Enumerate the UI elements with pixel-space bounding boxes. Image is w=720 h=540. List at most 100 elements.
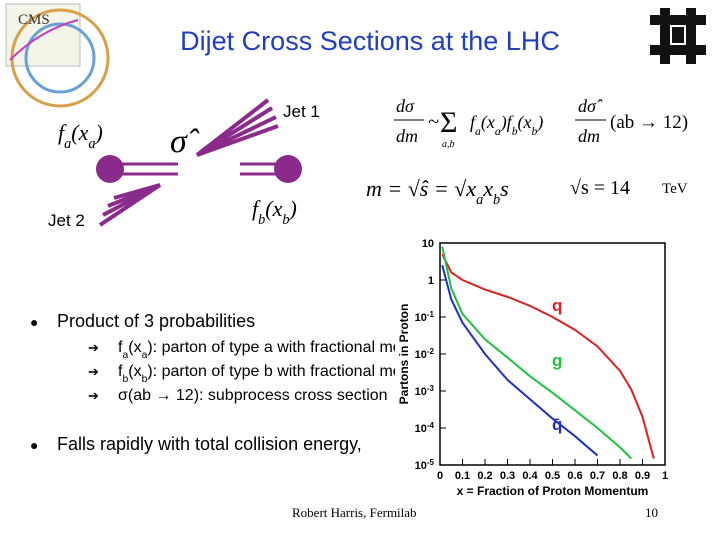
series-line: [441, 246, 632, 460]
eq-energy: √s = 14: [570, 177, 630, 199]
text-part: σ(ab → 12): subprocess cross section: [118, 387, 388, 404]
tick-base: 1: [428, 275, 434, 287]
subscript: b: [493, 192, 500, 208]
tick-exponent: -2: [427, 347, 435, 356]
x-tick-label: 0.3: [500, 470, 515, 482]
text-part: (x: [518, 112, 532, 133]
text-part: ): [536, 112, 543, 133]
text-part: s: [500, 176, 509, 201]
eq-process: (ab → 12): [610, 112, 688, 133]
text-part: f: [470, 112, 478, 132]
fermilab-logo: [650, 8, 706, 64]
text-part: f: [118, 339, 123, 356]
eq-tilde: ~: [428, 111, 439, 133]
sub-bullet-arrow: ➔: [88, 364, 99, 379]
bullet-dot: ●: [30, 314, 38, 330]
y-tick-label: 10-3: [415, 384, 435, 399]
text-part: x: [482, 176, 493, 201]
text-part: ): parton of type b with fractional mo: [147, 363, 401, 380]
eq-den: dm: [396, 126, 418, 146]
tick-base: 10: [422, 238, 434, 250]
sub-bullet-text: fa(xa): parton of type a with fractional…: [118, 339, 402, 361]
tick-exponent: -5: [427, 458, 435, 467]
jet-label: Jet 1: [283, 102, 320, 121]
text-part: )f: [500, 112, 515, 133]
subscript: b: [532, 125, 538, 138]
subscript: a: [475, 125, 481, 138]
sub-bullet-arrow: ➔: [88, 340, 99, 355]
text-part: (x: [128, 339, 141, 356]
bullet-dot: ●: [30, 437, 38, 453]
text-part: (x: [481, 112, 495, 133]
x-tick-label: 1: [662, 470, 668, 482]
text-part: ): [94, 120, 103, 145]
tick-base: 10: [415, 460, 427, 472]
parton-function: fb(xb): [252, 196, 297, 228]
eq-num: dσ: [396, 96, 415, 116]
subscript: b: [122, 374, 128, 385]
x-tick-label: 0.5: [545, 470, 560, 482]
sigma-hat: σ̂: [170, 123, 200, 160]
eq-sum-sub: a,b: [442, 139, 455, 150]
sub-bullet-text: σ(ab → 12): subprocess cross section: [118, 387, 388, 404]
footer-author: Robert Harris, Fermilab: [292, 505, 417, 520]
subscript: b: [282, 212, 289, 228]
text-part: (x: [265, 196, 282, 221]
jet-label: Jet 2: [48, 211, 85, 230]
eq-unit: TeV: [662, 181, 688, 197]
tick-base: 10: [415, 386, 427, 398]
x-tick-label: 0: [437, 470, 443, 482]
subscript: a: [476, 192, 483, 208]
eq-product: fa(xa)fb(xb): [470, 112, 543, 138]
y-tick-label: 10-1: [415, 310, 435, 325]
text-part: ): [288, 196, 297, 221]
x-tick-label: 0.6: [567, 470, 582, 482]
logo-text: CMS: [18, 12, 50, 28]
y-tick-label: 10: [422, 238, 434, 250]
tick-base: 10: [415, 312, 427, 324]
bullet-text: Falls rapidly with total collision energ…: [57, 434, 362, 454]
eq-den: dm: [578, 126, 600, 146]
page-number: 10: [645, 505, 658, 520]
tick-base: 10: [415, 423, 427, 435]
tick-exponent: -1: [427, 310, 435, 319]
x-tick-label: 0.9: [635, 470, 650, 482]
cms-logo: CMS: [5, 3, 110, 108]
subscript: b: [512, 125, 518, 138]
x-tick-label: 0.1: [455, 470, 470, 482]
equation-mass: m = √ŝ = √xaxbs: [366, 176, 509, 208]
text-part: f: [58, 120, 67, 145]
x-axis-label: x = Fraction of Proton Momentum: [457, 484, 649, 498]
sub-bullet-arrow: ➔: [88, 388, 99, 403]
subscript: a: [64, 136, 71, 152]
x-tick-label: 0.8: [612, 470, 627, 482]
parton-function: fa(xa): [58, 120, 103, 152]
subscript: a: [495, 125, 501, 138]
subscript: b: [258, 212, 265, 228]
series-label: g: [552, 351, 562, 370]
x-tick-label: 0.2: [477, 470, 492, 482]
text-part: ): parton of type a with fractional mo: [147, 339, 401, 356]
y-axis-label: Partons in Proton: [397, 304, 411, 405]
eq-sum: Σ: [440, 106, 457, 139]
sub-bullet-text: fb(xb): parton of type b with fractional…: [118, 363, 402, 385]
tick-exponent: -4: [427, 421, 435, 430]
series-line: [441, 265, 599, 457]
series-line: [441, 253, 655, 459]
slide-title: Dijet Cross Sections at the LHC: [180, 26, 560, 56]
subscript: b: [142, 374, 148, 385]
subscript: a: [122, 350, 128, 361]
text-part: (x: [128, 363, 141, 380]
y-tick-label: 10-2: [415, 347, 435, 362]
y-tick-label: 1: [428, 275, 434, 287]
x-tick-label: 0.4: [522, 470, 538, 482]
y-tick-label: 10-4: [415, 421, 435, 436]
bullet-text: Product of 3 probabilities: [57, 311, 255, 331]
series-label: q̄: [552, 415, 562, 434]
text-part: f: [252, 196, 261, 221]
x-tick-label: 0.7: [590, 470, 605, 482]
text-part: m = √ŝ = √x: [366, 176, 476, 201]
text-part: f: [118, 363, 123, 380]
subscript: a: [88, 136, 95, 152]
